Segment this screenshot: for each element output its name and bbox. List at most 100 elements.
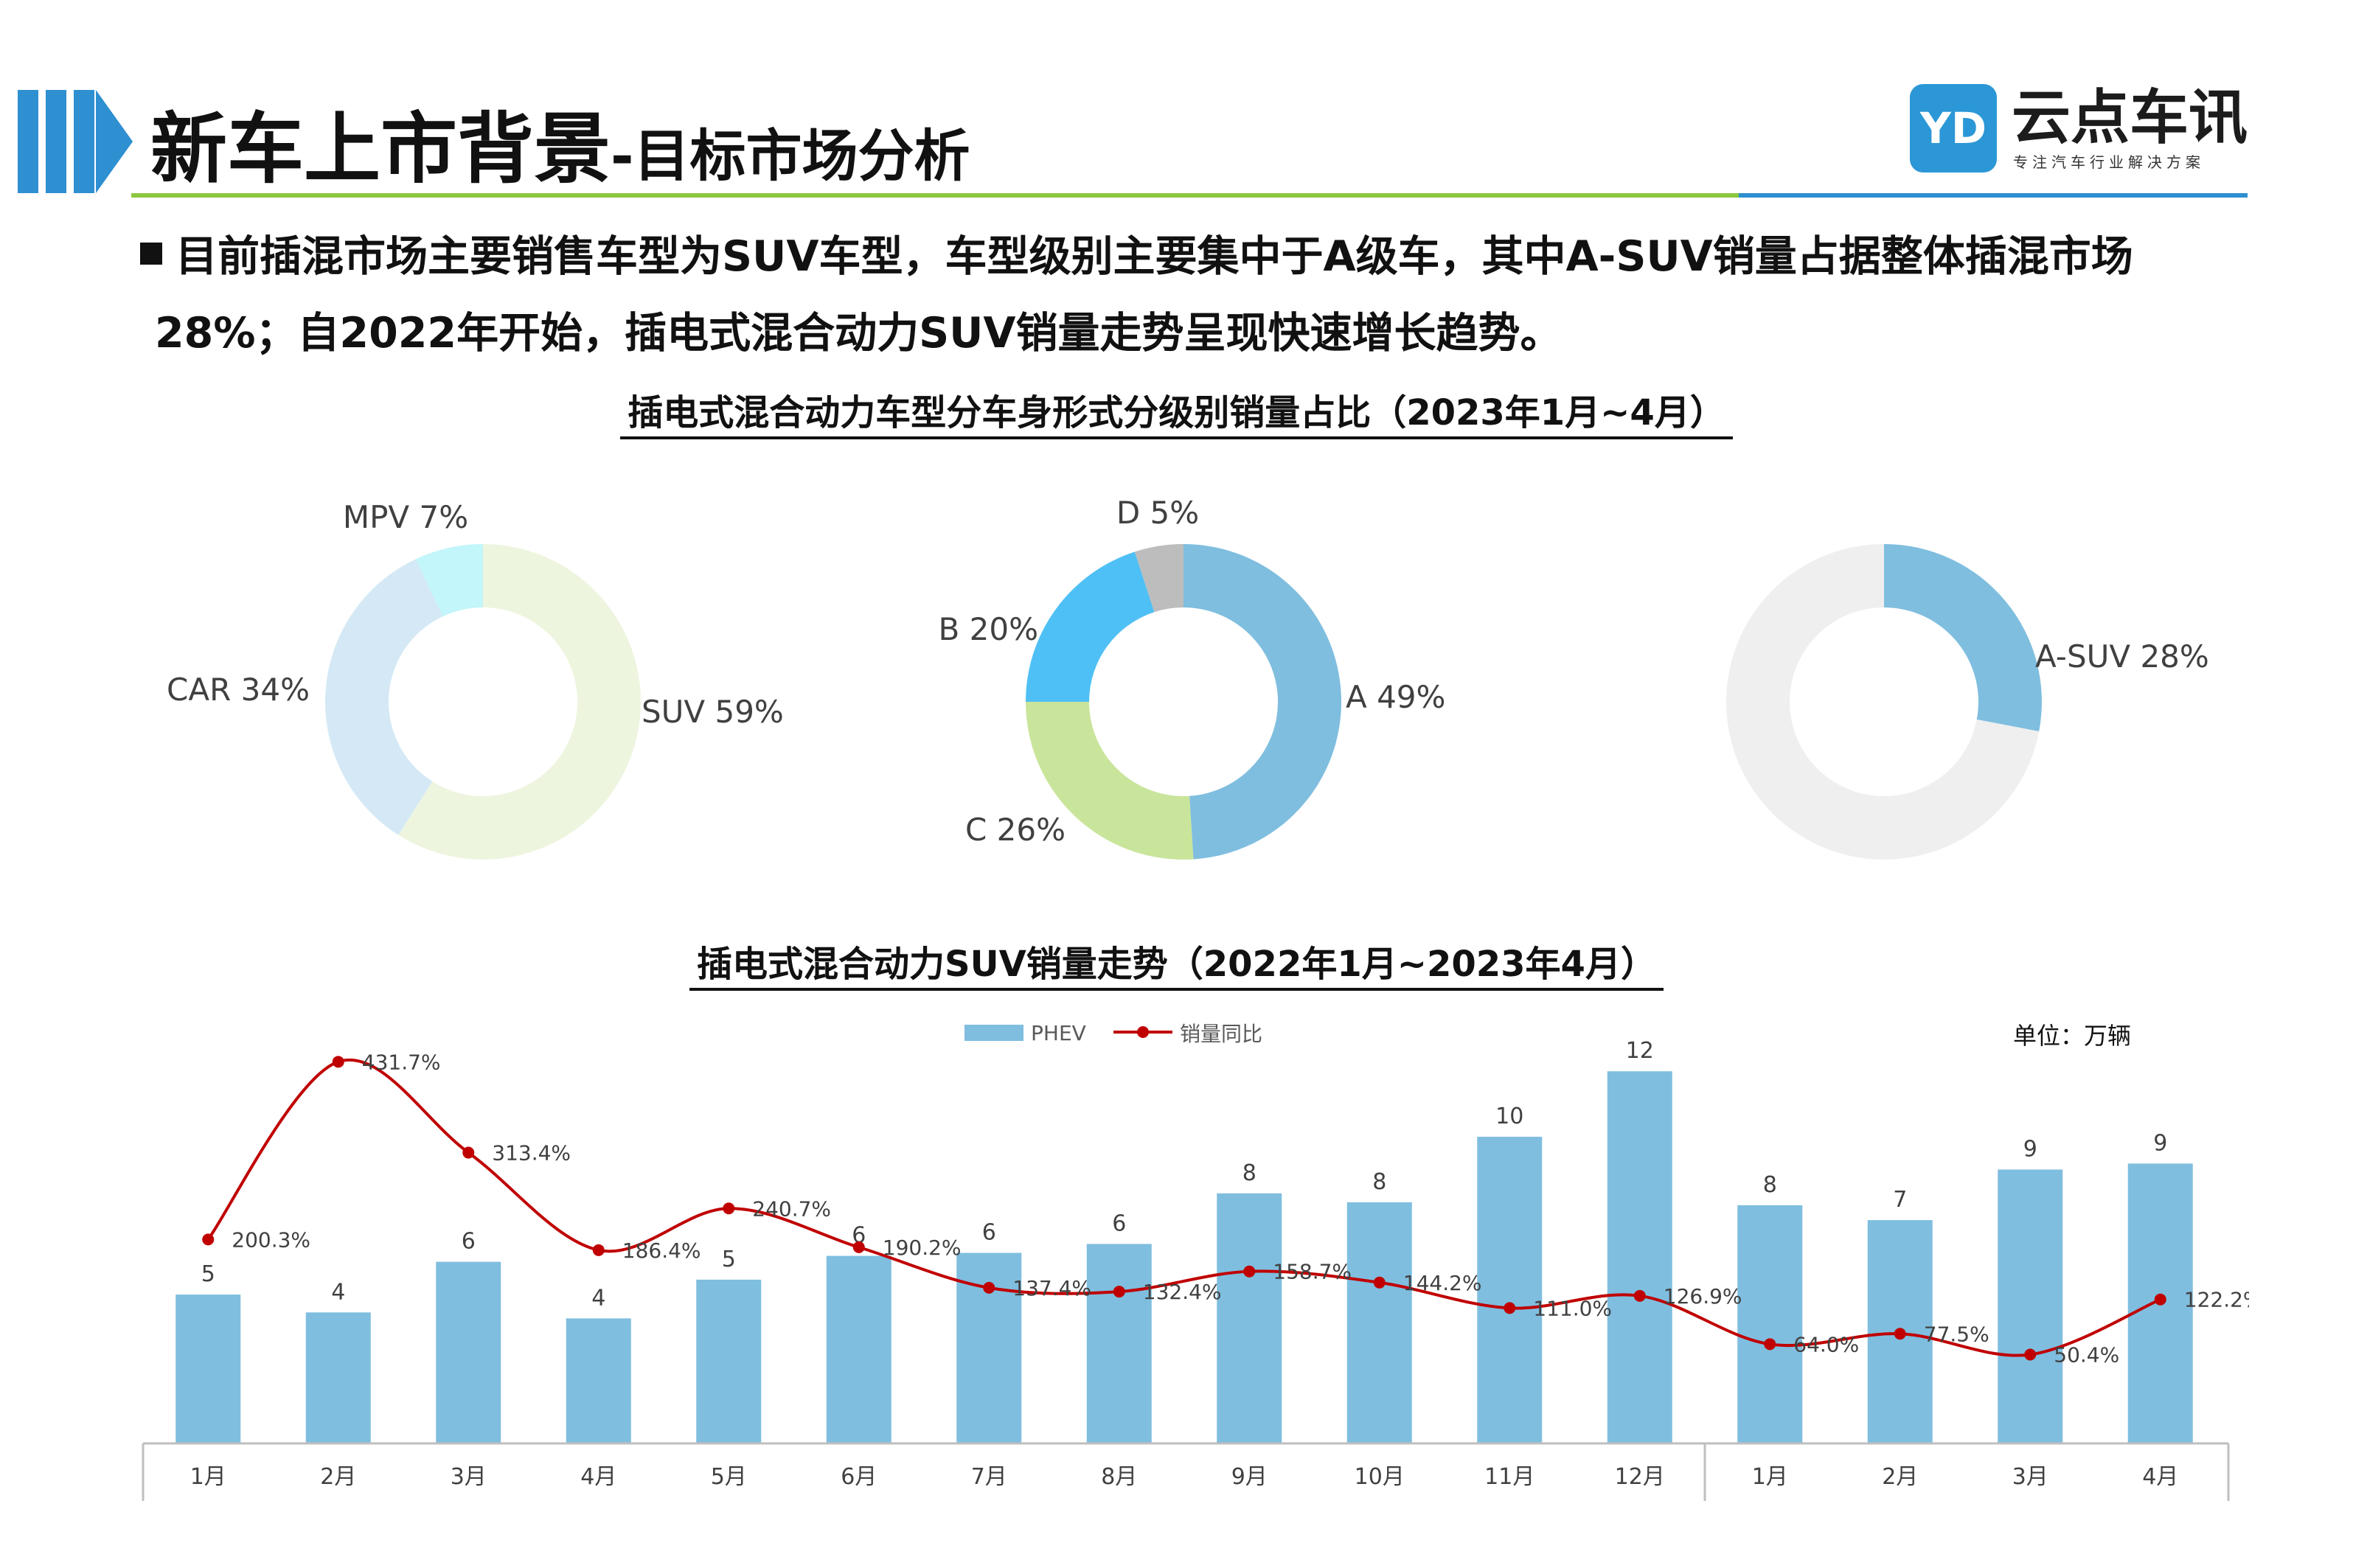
- bar-value-label-14: 9: [2023, 1136, 2037, 1162]
- x-tick-label-3: 4月: [580, 1464, 616, 1490]
- bar-2: [436, 1261, 501, 1443]
- unit-label: 单位：万辆: [2013, 1022, 2131, 1050]
- bar-value-label-11: 12: [1626, 1038, 1654, 1064]
- x-tick-label-5: 6月: [841, 1464, 877, 1490]
- trend-section-title-text: 插电式混合动力SUV销量走势（2022年1月~2023年4月）: [689, 944, 1664, 991]
- yoy-marker-6: [983, 1281, 995, 1294]
- yoy-value-label-6: 137.4%: [1012, 1276, 1091, 1300]
- bar-value-label-7: 6: [1112, 1210, 1126, 1236]
- intro-line-2: 28%；自2022年开始，插电式混合动力SUV销量走势呈现快速增长趋势。: [155, 309, 1563, 358]
- class-level-slice-1: [1026, 702, 1194, 860]
- x-tick-label-8: 9月: [1231, 1464, 1268, 1490]
- x-tick-label-0: 1月: [190, 1464, 226, 1490]
- yoy-value-label-5: 190.2%: [883, 1236, 962, 1260]
- yoy-marker-8: [1243, 1265, 1256, 1278]
- class-level-slice-3: [1134, 544, 1184, 613]
- x-tick-label-6: 7月: [971, 1464, 1007, 1490]
- bar-8: [1217, 1193, 1282, 1443]
- x-tick-label-2: 3月: [451, 1464, 487, 1490]
- class-level-slice-0: [1184, 544, 1341, 860]
- logo-mark: YD: [1910, 84, 1997, 173]
- intro-line-1: 目前插混市场主要销售车型为SUV车型，车型级别主要集中于A级车，其中A-SUV销…: [140, 218, 2205, 295]
- bullet-square-icon: [140, 243, 162, 265]
- intro-line-1-text: 目前插混市场主要销售车型为SUV车型，车型级别主要集中于A级车，其中A-SUV销…: [175, 232, 2133, 281]
- bar-9: [1346, 1202, 1412, 1443]
- donut-class-level: A 49% C 26% B 20% D 5%: [938, 495, 1445, 860]
- bar-value-label-8: 8: [1242, 1160, 1257, 1186]
- body-type-slice-2: [415, 544, 483, 617]
- donut-body-type: SUV 59% CAR 34% MPV 7%: [167, 499, 784, 860]
- yoy-marker-1: [332, 1056, 344, 1068]
- donut-section-title: 插电式混合动力车型分车身形式分级别销量占比（2023年1月~4月）: [0, 383, 2353, 439]
- yoy-value-label-7: 132.4%: [1143, 1280, 1222, 1304]
- yoy-value-label-2: 313.4%: [492, 1141, 571, 1165]
- intro-paragraph: 目前插混市场主要销售车型为SUV车型，车型级别主要集中于A级车，其中A-SUV销…: [140, 218, 2205, 372]
- yoy-value-label-8: 158.7%: [1273, 1260, 1352, 1284]
- x-tick-label-13: 2月: [1882, 1464, 1918, 1490]
- yoy-value-label-11: 126.9%: [1664, 1284, 1742, 1309]
- yoy-marker-10: [1504, 1302, 1516, 1314]
- header-stripe-2: [46, 90, 66, 193]
- x-tick-label-9: 10月: [1355, 1464, 1405, 1490]
- yoy-marker-11: [1633, 1289, 1646, 1302]
- x-tick-label-1: 2月: [320, 1464, 356, 1490]
- yoy-marker-3: [592, 1244, 605, 1256]
- bar-value-label-10: 10: [1495, 1104, 1523, 1129]
- bar-4: [696, 1279, 762, 1443]
- header-rule-blue: [1739, 193, 2248, 198]
- yoy-value-label-12: 64.0%: [1793, 1332, 1859, 1356]
- body-type-label-1: CAR 34%: [167, 672, 310, 708]
- bar-value-label-5: 6: [852, 1223, 866, 1249]
- x-tick-label-15: 4月: [2142, 1464, 2178, 1490]
- class-level-label-2: B 20%: [938, 611, 1038, 647]
- page-title-main: 新车上市背景: [150, 104, 611, 194]
- bar-value-label-6: 6: [982, 1220, 996, 1246]
- yoy-marker-14: [2024, 1348, 2037, 1361]
- bar-value-label-9: 8: [1372, 1169, 1386, 1195]
- bar-7: [1086, 1244, 1152, 1443]
- legend-phev-swatch: [965, 1025, 1023, 1041]
- yoy-marker-2: [462, 1146, 475, 1159]
- bar-value-label-13: 7: [1893, 1187, 1907, 1213]
- yoy-value-label-13: 77.5%: [1924, 1322, 1989, 1346]
- x-tick-label-12: 1月: [1752, 1464, 1788, 1490]
- x-tick-label-10: 11月: [1484, 1464, 1535, 1490]
- bar-value-label-3: 4: [591, 1285, 605, 1311]
- yoy-value-label-0: 200.3%: [232, 1227, 310, 1252]
- trend-section-title: 插电式混合动力SUV销量走势（2022年1月~2023年4月）: [0, 935, 2353, 991]
- yoy-marker-7: [1113, 1286, 1125, 1298]
- trend-chart: PHEV 销量同比 单位：万辆 5 4 6 4 5 6 6 6 8 8 10 12 8 7 9 9 1月 2月 3月 4月 5…: [142, 1021, 2249, 1501]
- bar-3: [566, 1318, 631, 1443]
- yoy-marker-5: [852, 1241, 865, 1253]
- body-type-label-0: SUV 59%: [642, 694, 784, 730]
- yoy-marker-0: [202, 1233, 215, 1246]
- yoy-marker-13: [1894, 1328, 1906, 1340]
- bar-14: [1998, 1169, 2063, 1443]
- bar-value-label-0: 5: [201, 1261, 215, 1287]
- header-stripe-3: [74, 90, 94, 193]
- donut-section-title-text: 插电式混合动力车型分车身形式分级别销量占比（2023年1月~4月）: [620, 392, 1733, 439]
- yoy-marker-15: [2154, 1293, 2166, 1306]
- yoy-value-label-10: 111.0%: [1533, 1296, 1612, 1320]
- legend-yoy-label: 销量同比: [1180, 1022, 1262, 1046]
- donut-a-suv-share: A-SUV 28%: [1726, 544, 2209, 860]
- logo-name: 云点车讯: [2012, 83, 2248, 152]
- a-suv-label-0: A-SUV 28%: [2035, 638, 2209, 675]
- bar-value-label-2: 6: [462, 1229, 476, 1255]
- yoy-value-label-3: 186.4%: [622, 1238, 701, 1263]
- yoy-value-label-1: 431.7%: [362, 1050, 441, 1074]
- legend-yoy-marker: [1137, 1026, 1149, 1038]
- x-tick-label-4: 5月: [711, 1464, 747, 1490]
- a-suv-slice-1: [1726, 544, 2040, 860]
- bar-10: [1477, 1137, 1543, 1443]
- a-suv-slice-0: [1884, 544, 2042, 732]
- x-tick-label-11: 12月: [1615, 1464, 1665, 1490]
- body-type-slice-1: [325, 559, 443, 835]
- bar-value-label-15: 9: [2153, 1130, 2167, 1156]
- yoy-value-label-15: 122.2%: [2184, 1288, 2249, 1312]
- body-type-label-2: MPV 7%: [343, 499, 468, 535]
- legend-phev-label: PHEV: [1031, 1021, 1086, 1045]
- yoy-marker-12: [1764, 1338, 1776, 1351]
- yoy-marker-4: [723, 1202, 735, 1215]
- yoy-value-label-4: 240.7%: [752, 1196, 831, 1221]
